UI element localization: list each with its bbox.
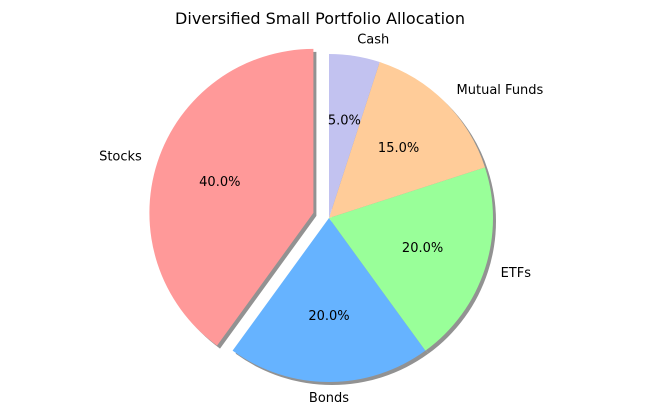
slice-label-bonds: Bonds <box>309 391 349 406</box>
slice-label-mutual-funds: Mutual Funds <box>457 83 544 98</box>
slice-pct-stocks: 40.0% <box>199 175 240 190</box>
slice-label-stocks: Stocks <box>99 150 142 165</box>
slice-label-etfs: ETFs <box>501 266 532 281</box>
slice-mutual-funds <box>329 62 485 218</box>
slice-etfs <box>329 167 493 351</box>
slice-pct-bonds: 20.0% <box>308 309 349 324</box>
slice-pct-cash: 5.0% <box>328 113 361 128</box>
slice-labels: Stocks 40.0% Bonds 20.0% ETFs 20.0% Mutual Fun… <box>99 32 543 406</box>
slices <box>149 48 493 382</box>
slice-pct-mutual-funds: 15.0% <box>378 141 419 156</box>
slice-bonds <box>232 218 426 382</box>
slice-stocks <box>149 48 314 346</box>
chart-title: Diversified Small Portfolio Allocation <box>175 9 465 28</box>
slice-label-cash: Cash <box>357 32 389 47</box>
slice-cash <box>329 54 380 218</box>
slice-pct-etfs: 20.0% <box>402 241 443 256</box>
